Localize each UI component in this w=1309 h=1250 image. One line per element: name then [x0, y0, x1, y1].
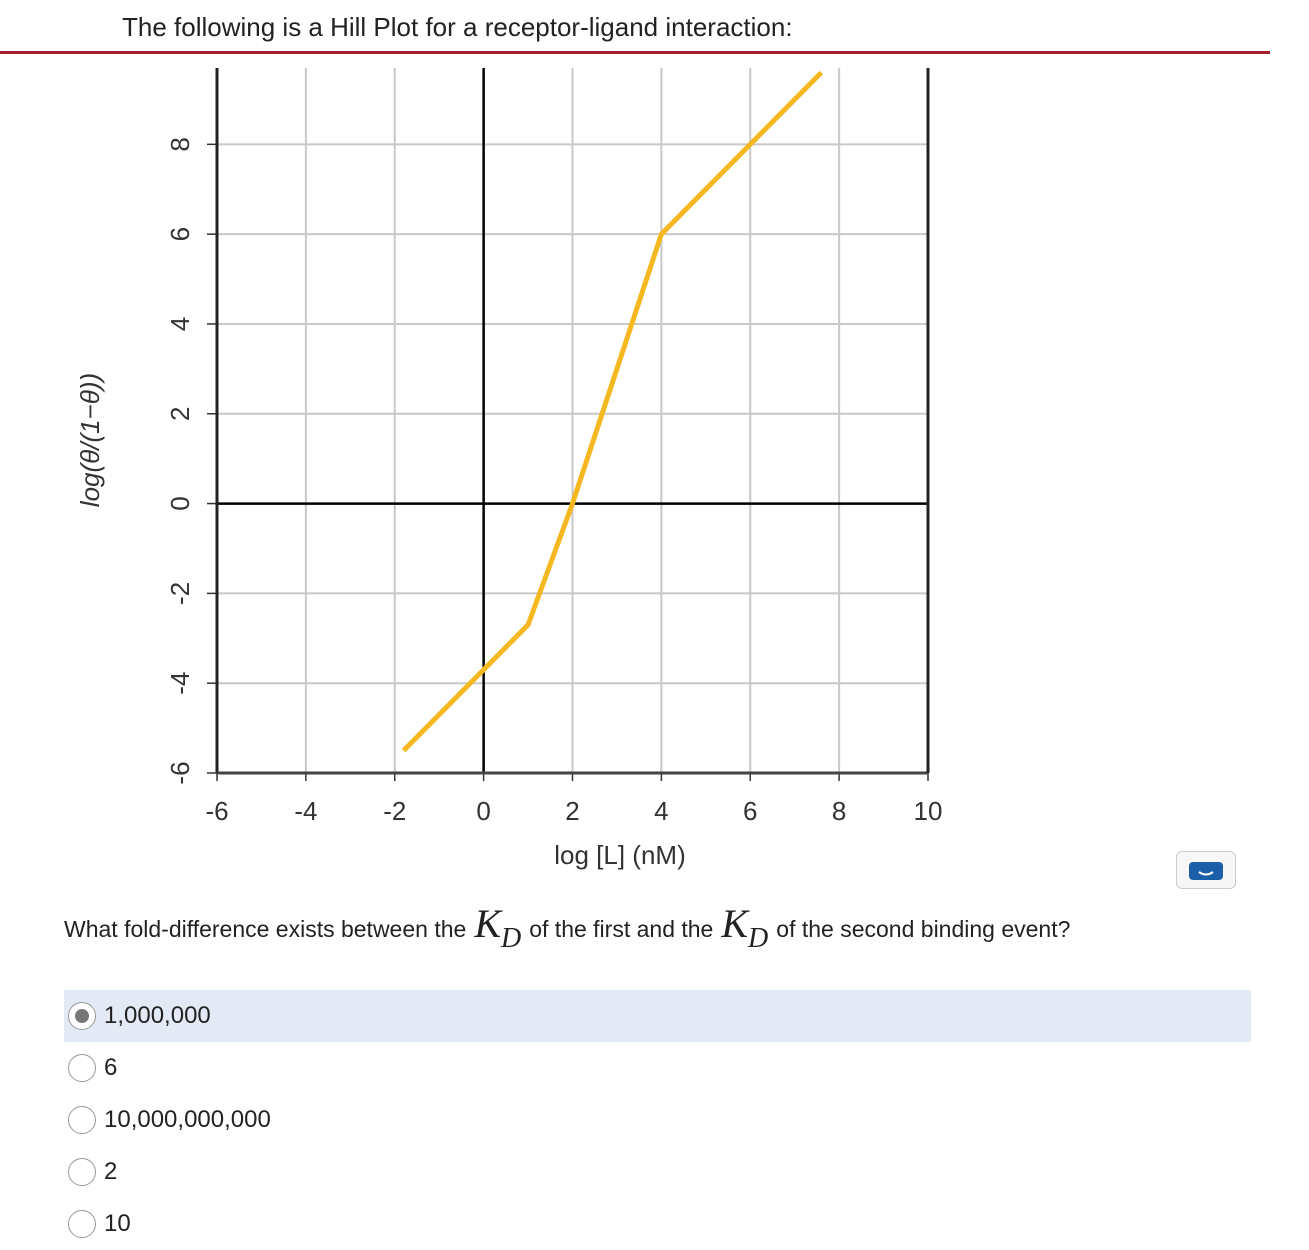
kd-symbol: K: [721, 901, 749, 946]
kd-symbol: K: [474, 901, 501, 946]
x-tick-label: 8: [832, 796, 846, 826]
y-tick-label: 0: [165, 496, 195, 510]
option[interactable]: 10: [64, 1198, 1251, 1250]
option-label: 10,000,000,000: [104, 1106, 271, 1133]
option[interactable]: 2: [64, 1146, 1251, 1198]
radio[interactable]: [68, 1054, 96, 1082]
x-tick-label: 10: [914, 796, 943, 826]
x-axis-label: log [L] (nM): [554, 840, 686, 870]
radio[interactable]: [68, 1210, 96, 1238]
y-tick-label: 4: [165, 317, 195, 331]
options: 1,000,000 6 10,000,000,000 2 10: [64, 990, 1251, 1250]
option[interactable]: 1,000,000: [64, 990, 1251, 1042]
y-tick-label: -2: [165, 582, 195, 605]
question: What fold-difference exists between the K…: [64, 900, 1071, 954]
y-tick-label: -6: [165, 761, 195, 784]
y-tick-label: 6: [165, 227, 195, 241]
y-tick-label: 8: [165, 137, 195, 151]
radio-dot: [75, 1009, 89, 1023]
option-label: 1,000,000: [104, 1002, 211, 1029]
option-label: 6: [104, 1054, 118, 1081]
x-tick-label: 2: [565, 796, 579, 826]
question-text: What fold-difference exists between the: [64, 916, 467, 942]
x-tick-label: -4: [294, 796, 317, 826]
y-tick-label: -4: [165, 672, 195, 695]
kd-subscript: D: [501, 923, 522, 954]
radio[interactable]: [68, 1106, 96, 1134]
chat-icon: [1189, 862, 1223, 880]
kd-subscript: D: [748, 923, 769, 954]
option-label: 2: [104, 1158, 118, 1185]
y-tick-label: 2: [165, 407, 195, 421]
y-axis-label: log(θ/(1−θ)): [75, 373, 105, 507]
x-tick-label: -2: [383, 796, 406, 826]
data-line: [401, 70, 824, 753]
header-rule: [0, 51, 1270, 54]
x-tick-label: -6: [205, 796, 228, 826]
option-label: 10: [104, 1210, 131, 1237]
question-text: of the first and the: [529, 916, 714, 942]
question-text: of the second binding event?: [776, 916, 1071, 942]
radio[interactable]: [68, 1158, 96, 1186]
x-tick-label: 4: [654, 796, 668, 826]
option[interactable]: 10,000,000,000: [64, 1094, 1251, 1146]
header-title: The following is a Hill Plot for a recep…: [122, 12, 793, 42]
x-tick-label: 0: [476, 796, 490, 826]
chat-button[interactable]: [1176, 851, 1236, 889]
chart: log [L] (nM) log(θ/(1−θ)) -6 -4 -2 0 2 4 6 8 10 -…: [75, 68, 943, 870]
x-tick-label: 6: [743, 796, 757, 826]
radio[interactable]: [68, 1002, 96, 1030]
option[interactable]: 6: [64, 1042, 1251, 1094]
